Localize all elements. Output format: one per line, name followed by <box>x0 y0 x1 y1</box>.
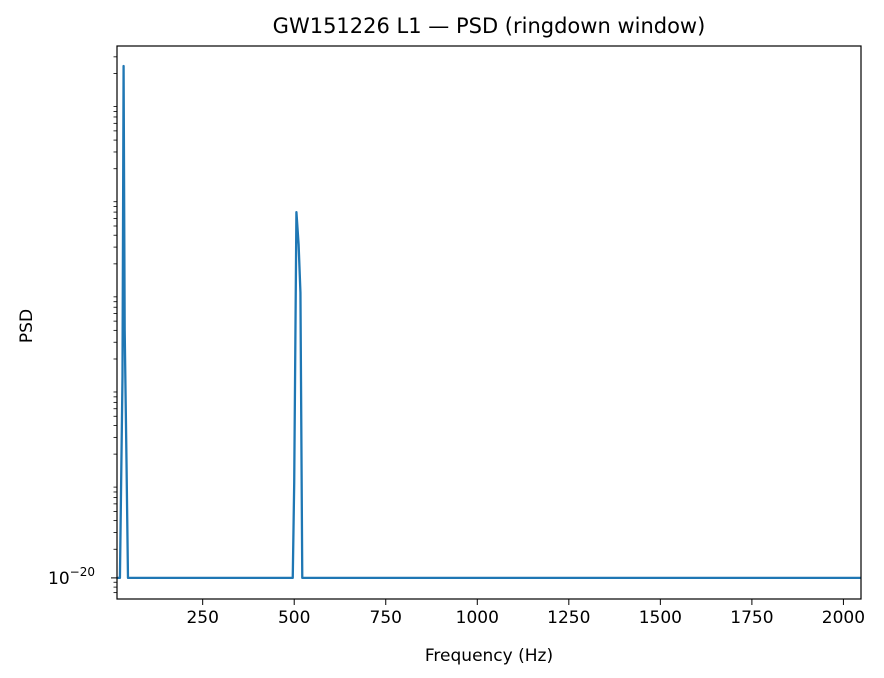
psd-series-line-0 <box>117 64 861 580</box>
y-tick-label: 10−20 <box>48 565 95 589</box>
x-tick-label: 500 <box>278 608 310 628</box>
chart-title: GW151226 L1 — PSD (ringdown window) <box>273 14 706 38</box>
plot-series <box>117 64 861 580</box>
y-tick-label-exponent: −20 <box>70 565 95 579</box>
x-tick-label: 250 <box>186 608 218 628</box>
x-tick-label: 2000 <box>822 608 865 628</box>
x-tick-label: 1750 <box>730 608 773 628</box>
y-tick-label-base: 10 <box>48 569 70 589</box>
x-axis-ticks: 250 500 750 1000 1250 1500 1750 2000 <box>186 599 865 628</box>
plot-frame <box>116 45 862 600</box>
y-axis-label: PSD <box>17 309 37 343</box>
y-axis-ticks <box>111 56 117 594</box>
x-tick-label: 1250 <box>547 608 590 628</box>
x-tick-label: 1000 <box>456 608 499 628</box>
x-axis-label: Frequency (Hz) <box>425 646 553 666</box>
x-tick-label: 1500 <box>639 608 682 628</box>
x-tick-label: 750 <box>370 608 402 628</box>
